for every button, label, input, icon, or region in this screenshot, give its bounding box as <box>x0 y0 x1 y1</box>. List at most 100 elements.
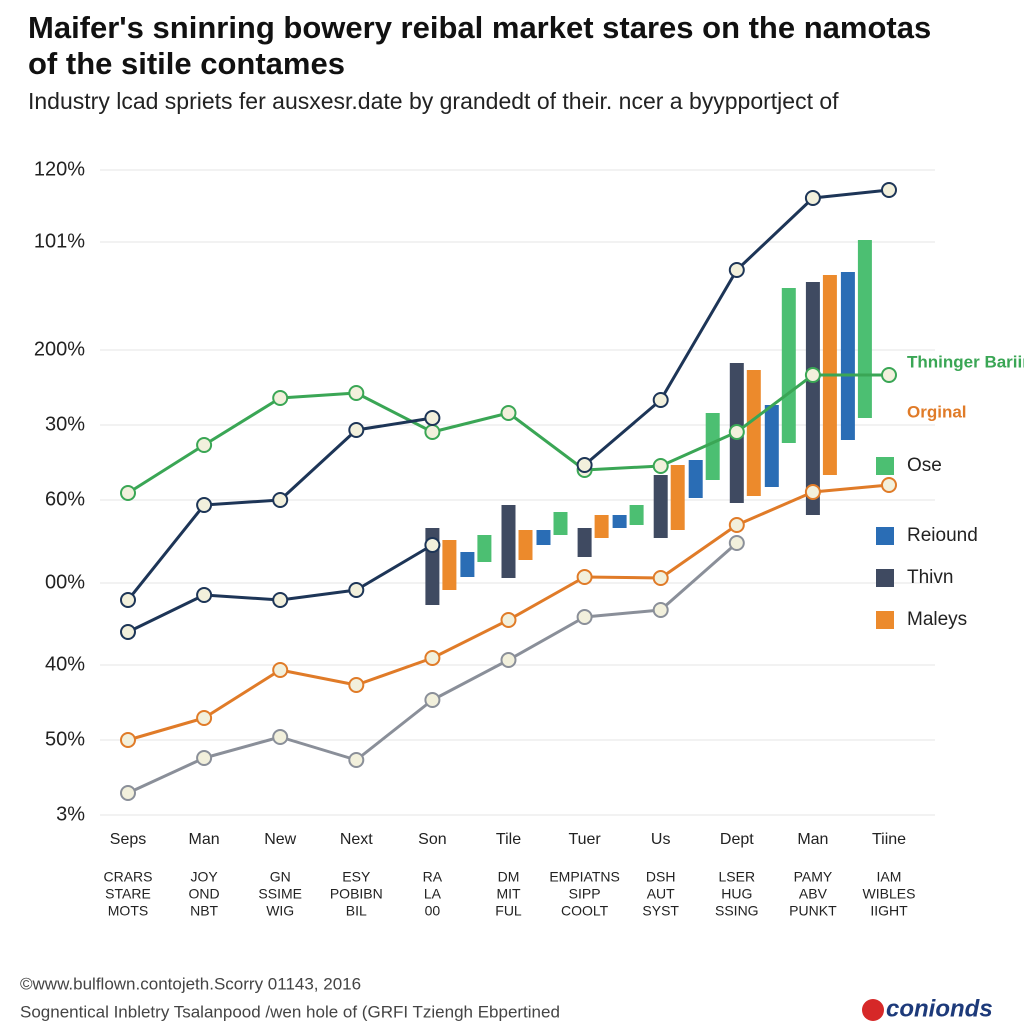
x-sub-label: STARE <box>105 886 151 902</box>
x-tick-label: Seps <box>110 831 146 848</box>
point <box>272 729 289 745</box>
x-sub-label: SIPP <box>569 886 601 902</box>
x-tick-label: Man <box>797 831 828 848</box>
point <box>120 785 136 801</box>
x-tick-label: Dept <box>720 831 754 848</box>
x-tick-label: Tuer <box>568 831 601 848</box>
bar <box>553 512 568 535</box>
legend-swatch <box>876 457 894 475</box>
legend-label: Thivn <box>907 567 953 588</box>
legend-label: Thninger Bariing <box>907 352 1024 371</box>
y-tick-label: 120% <box>34 158 85 180</box>
point <box>348 422 365 438</box>
point <box>272 492 289 508</box>
y-tick-label: 200% <box>34 338 85 360</box>
x-sub-label: RA <box>423 869 443 885</box>
x-sub-label: OND <box>189 886 220 902</box>
x-tick-label: Tiine <box>872 831 906 848</box>
y-tick-label: 40% <box>45 653 85 675</box>
x-sub-label: HUG <box>721 886 752 902</box>
bar <box>857 240 872 418</box>
footer: Sognentical Inbletry Tsalanpood /wen hol… <box>20 1002 560 1021</box>
point <box>804 484 821 500</box>
point <box>500 405 517 421</box>
bar <box>840 272 855 440</box>
x-sub-label: 00 <box>425 903 441 919</box>
bar <box>670 465 685 530</box>
bar <box>460 552 475 577</box>
point <box>728 424 745 440</box>
footer: ©www.bulflown.contojeth.Scorry 01143, 20… <box>20 974 361 993</box>
x-sub-label: BIL <box>346 903 367 919</box>
point <box>804 190 821 206</box>
x-sub-label: LSER <box>719 869 756 885</box>
point <box>424 410 441 426</box>
point <box>424 650 441 666</box>
point <box>500 612 517 628</box>
y-tick-label: 00% <box>45 571 85 593</box>
legend-label: Orginal <box>907 402 967 421</box>
x-sub-label: GN <box>270 869 291 885</box>
y-tick-label: 60% <box>45 488 85 510</box>
point <box>652 458 669 474</box>
bar <box>518 530 533 560</box>
bar <box>781 288 796 443</box>
legend-label: Maleys <box>907 609 967 630</box>
point <box>272 390 289 406</box>
legend-swatch <box>876 569 894 587</box>
x-sub-label: AUT <box>647 886 675 902</box>
x-sub-label: FUL <box>495 903 522 919</box>
y-tick-label: 3% <box>56 803 85 825</box>
logo-icon <box>862 999 884 1021</box>
x-tick-label: Son <box>418 831 446 848</box>
x-sub-label: SSING <box>715 903 759 919</box>
point <box>576 569 593 585</box>
point <box>652 570 669 586</box>
point <box>272 662 289 678</box>
x-sub-label: MIT <box>496 886 521 902</box>
y-tick-label: 30% <box>45 413 85 435</box>
x-tick-label: Tile <box>496 831 521 848</box>
y-tick-label: 50% <box>45 728 85 750</box>
point <box>348 385 365 401</box>
point <box>500 652 517 668</box>
x-sub-label: JOY <box>190 869 218 885</box>
bar <box>501 505 516 578</box>
bar <box>746 370 761 496</box>
x-tick-label: Next <box>340 831 373 848</box>
point <box>196 587 213 603</box>
point <box>120 732 136 748</box>
x-sub-label: MOTS <box>108 903 148 919</box>
point <box>196 497 213 513</box>
bar <box>477 535 492 562</box>
x-sub-label: NBT <box>190 903 218 919</box>
point <box>120 485 136 501</box>
bar <box>805 282 820 515</box>
legend-label: Ose <box>907 455 942 476</box>
point <box>120 592 136 608</box>
point <box>576 609 593 625</box>
bar <box>577 528 592 557</box>
point <box>424 692 441 708</box>
point <box>348 582 365 598</box>
line <box>127 543 434 634</box>
point <box>424 537 441 553</box>
point <box>728 535 745 551</box>
x-sub-label: WIBLES <box>863 886 916 902</box>
x-sub-label: ESY <box>342 869 371 885</box>
x-sub-label: PUNKT <box>789 903 837 919</box>
bar <box>612 515 627 528</box>
x-sub-label: IAM <box>877 869 902 885</box>
x-sub-label: PAMY <box>794 869 833 885</box>
chart-title: of the sitile contames <box>28 46 345 81</box>
x-sub-label: CRARS <box>103 869 152 885</box>
bar <box>629 505 644 525</box>
bar <box>536 530 551 545</box>
x-sub-label: SSIME <box>258 886 302 902</box>
chart-title: Maifer's sninring bowery reibal market s… <box>28 10 931 45</box>
point <box>881 182 897 198</box>
point <box>728 517 745 533</box>
point <box>272 592 289 608</box>
y-tick-label: 101% <box>34 230 85 252</box>
point <box>652 392 669 408</box>
